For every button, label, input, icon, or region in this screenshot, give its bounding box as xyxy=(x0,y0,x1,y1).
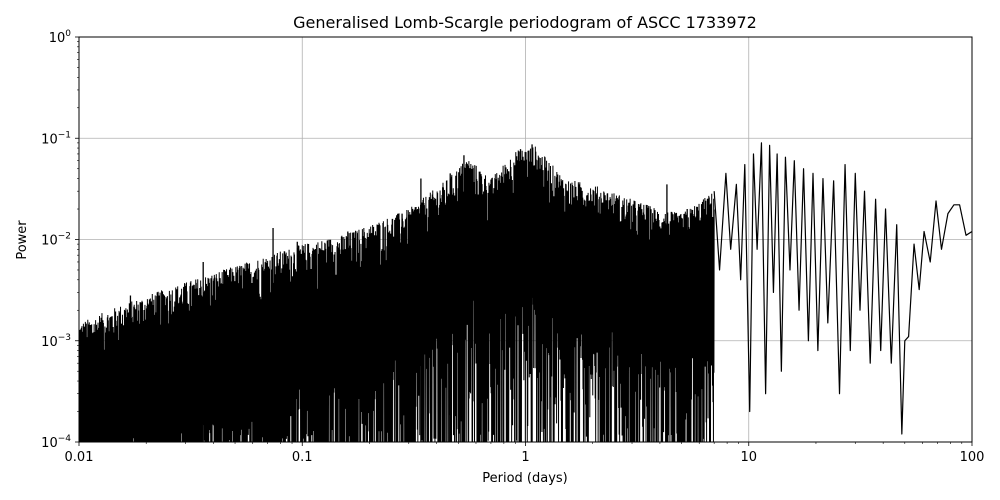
x-tick-label: 1 xyxy=(521,450,529,465)
y-axis-label: Power xyxy=(15,220,30,260)
y-tick-label: 100 xyxy=(49,29,72,46)
x-axis-label: Period (days) xyxy=(482,471,568,486)
chart-title: Generalised Lomb-Scargle periodogram of … xyxy=(293,13,757,32)
y-tick-label: 10−1 xyxy=(41,130,71,147)
series-periodogram xyxy=(78,142,973,443)
x-tick-label: 10 xyxy=(740,450,757,465)
periodogram-long-period-trace xyxy=(713,142,973,435)
y-tick-label: 10−3 xyxy=(41,333,71,350)
y-tick-label: 10−2 xyxy=(41,232,71,249)
x-tick-label: 0.1 xyxy=(292,450,313,465)
axis-ticks: 0.01 0.1 1 10 100 10−4 10−3 10−2 10−1 100 xyxy=(41,29,984,465)
x-tick-label: 0.01 xyxy=(65,450,94,465)
x-tick-label: 100 xyxy=(960,450,985,465)
periodogram-dense-trace xyxy=(78,146,715,443)
y-tick-label: 10−4 xyxy=(41,434,71,451)
